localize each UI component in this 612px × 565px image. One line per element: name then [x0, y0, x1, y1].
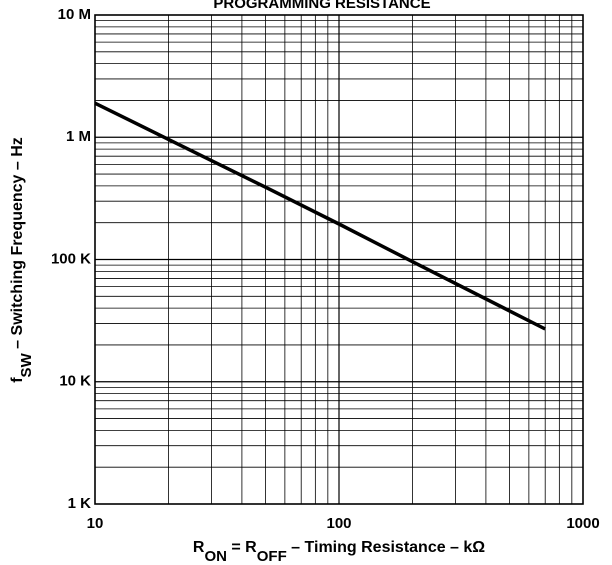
series-group — [94, 101, 546, 331]
x-tick-label: 1000 — [566, 515, 599, 532]
y-tick-label: 10 M — [58, 6, 91, 23]
x-axis-label-subscript: OFF — [257, 548, 287, 565]
x-axis-label-part: R — [193, 539, 205, 556]
y-axis-label-part: f — [9, 377, 26, 383]
x-tick-label: 100 — [326, 515, 351, 532]
x-tick-label: 10 — [87, 515, 104, 532]
x-axis-label: RON = ROFF – Timing Resistance – kΩ — [193, 539, 485, 565]
chart-title: PROGRAMMING RESISTANCE — [213, 0, 430, 12]
y-axis-label-subscript: SW — [18, 352, 35, 377]
series-line — [94, 101, 546, 331]
x-axis-label-part: = R — [227, 539, 257, 556]
y-tick-label: 1 M — [66, 128, 91, 145]
y-tick-labels: 1 K 10 K 100 K 1 M 10 M — [51, 6, 91, 512]
plot-frame — [94, 14, 584, 505]
y-tick-label: 100 K — [51, 250, 91, 267]
grid — [95, 15, 583, 504]
y-tick-label: 1 K — [68, 495, 92, 512]
y-axis-label: fSW – Switching Frequency – Hz — [9, 137, 35, 383]
x-tick-labels: 10 100 1000 — [87, 515, 600, 532]
y-axis-label-part: – Switching Frequency – Hz — [9, 137, 26, 353]
x-axis-label-part: – Timing Resistance – kΩ — [287, 539, 486, 556]
x-axis-label-subscript: ON — [204, 548, 227, 565]
y-tick-label: 10 K — [59, 373, 91, 390]
